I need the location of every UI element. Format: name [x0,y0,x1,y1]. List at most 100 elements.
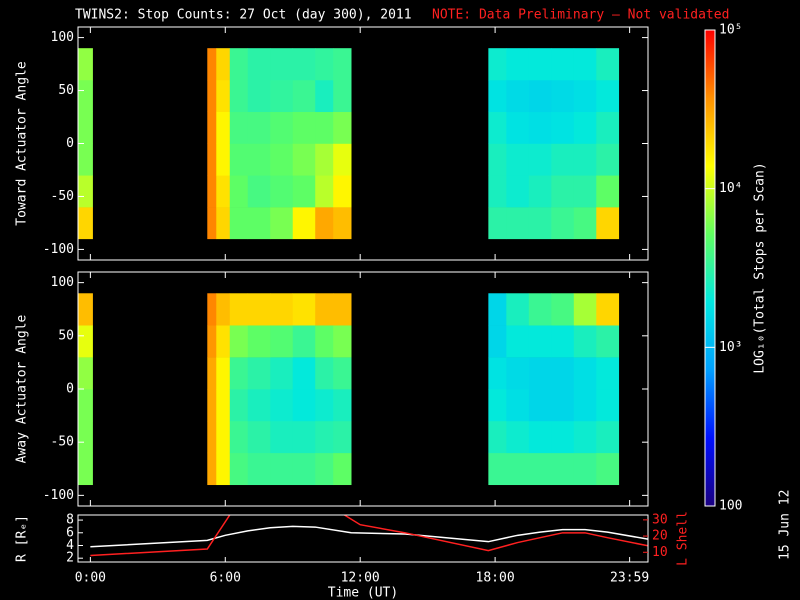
heatmap-cell [247,420,271,454]
heatmap-cell [78,325,93,358]
y2-tick-label: 10 [652,545,668,560]
heatmap-cell [528,325,552,358]
heatmap-cell [207,175,217,208]
heatmap-cell [78,48,93,81]
colorbar-tick-label: 10⁵ [719,23,742,38]
heatmap-cell [216,452,231,486]
heatmap-cell [551,452,575,486]
y2-tick-label: 20 [652,529,668,544]
heatmap-cell [78,175,93,208]
heatmap-cell [207,79,217,113]
heatmap-cell [333,111,352,144]
heatmap-cell [596,207,620,240]
heatmap-cell [315,175,334,208]
heatmap-cell [506,357,530,390]
heatmap-cell [488,420,507,454]
heatmap-cell [315,325,334,358]
heatmap-cell [333,420,352,454]
heatmap-cell [506,175,530,208]
heatmap-cell [596,143,620,176]
heatmap-cell [573,357,597,390]
heatmap-cell [333,79,352,113]
heatmap-cell [573,293,597,326]
heatmap-cell [270,452,294,486]
heatmap-cell [506,143,530,176]
heatmap-cell [78,293,93,326]
heatmap-cell [333,452,352,486]
heatmap-cell [506,293,530,326]
heatmap-cell [229,357,249,390]
heatmap-cell [216,207,231,240]
heatmap-cell [573,79,597,113]
heatmap-cell [292,143,316,176]
heatmap-cell [292,420,316,454]
heatmap-cell [247,48,271,81]
heatmap-cell [333,207,352,240]
heatmap-cell [229,452,249,486]
series-line [90,515,648,557]
y-tick-label: 0 [66,136,74,151]
y-tick-label: -100 [43,488,74,503]
heatmap-cell [78,79,93,113]
heatmap-cell [528,420,552,454]
heatmap-cell [528,207,552,240]
y-tick-label: -50 [51,189,74,204]
heatmap-cell [207,325,217,358]
heatmap-cell [315,143,334,176]
heatmap-cell [488,111,507,144]
heatmap-cell [270,420,294,454]
heatmap-cell [247,325,271,358]
heatmap-cell [315,207,334,240]
heatmap-cell [506,111,530,144]
heatmap-cell [247,175,271,208]
heatmap-cell [333,389,352,422]
heatmap-cell [247,357,271,390]
heatmap-cell [315,357,334,390]
y-tick-label: -100 [43,242,74,257]
heatmap-cell [216,357,231,390]
heatmap-cell [207,357,217,390]
y-tick-label: 6 [66,525,74,540]
heatmap-cell [315,452,334,486]
heatmap-cell [488,325,507,358]
heatmap-cell [315,48,334,81]
heatmap-cell [247,111,271,144]
heatmap-cell [247,293,271,326]
heatmap-cell [333,143,352,176]
heatmap-cell [528,143,552,176]
heatmap-cell [596,325,620,358]
y-axis-label: Toward Actuator Angle [15,61,30,226]
colorbar-tick-label: 100 [719,499,742,514]
heatmap-cell [596,389,620,422]
heatmap-cell [270,48,294,81]
heatmap-cell [333,175,352,208]
heatmap-cell [333,325,352,358]
heatmap-cell [528,293,552,326]
heatmap-cell [292,175,316,208]
heatmap-cell [292,452,316,486]
heatmap-cell [229,175,249,208]
heatmap-cell [229,389,249,422]
heatmap-cell [292,357,316,390]
heatmap-cell [506,79,530,113]
heatmap-cell [573,389,597,422]
heatmap-cell [216,325,231,358]
heatmap-cell [488,79,507,113]
heatmap-cell [551,325,575,358]
heatmap-cell [216,293,231,326]
series-line [90,525,648,548]
heatmap-cell [229,420,249,454]
heatmap-cell [506,389,530,422]
heatmap-cell [596,48,620,81]
heatmap-cell [333,293,352,326]
heatmap-cell [573,111,597,144]
heatmap-cell [270,293,294,326]
chart-title: TWINS2: Stop Counts: 27 Oct (day 300), 2… [75,8,412,23]
heatmap-cell [247,452,271,486]
heatmap-cell [216,143,231,176]
x-tick-label: 23:59 [610,571,649,586]
heatmap-cell [596,293,620,326]
heatmap-cell [506,325,530,358]
heatmap-cell [270,79,294,113]
date-stamp: 15 Jun 12 [778,490,793,560]
